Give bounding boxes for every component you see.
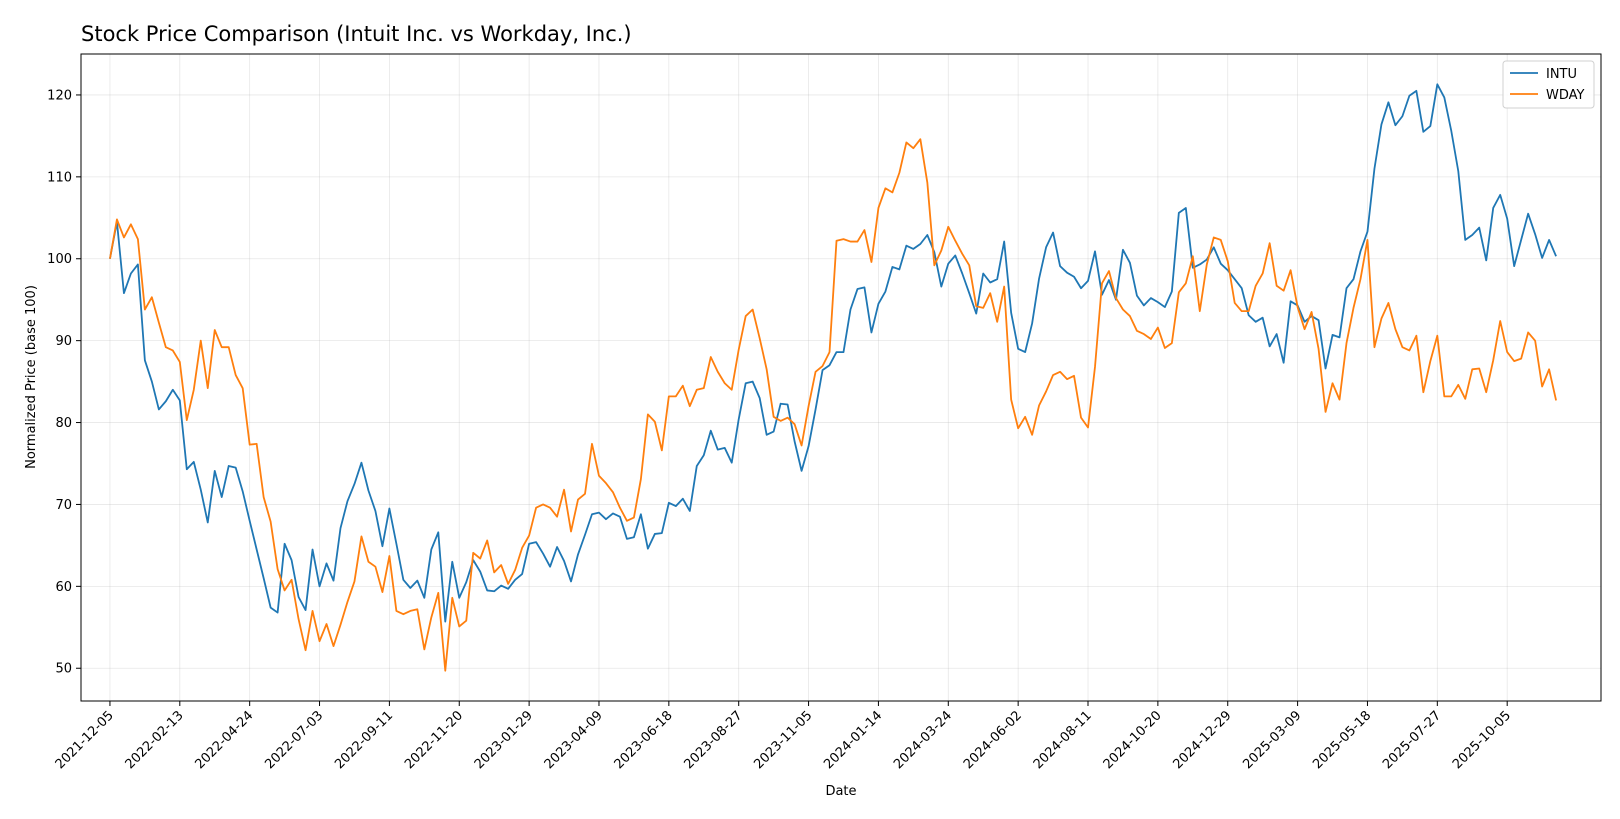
legend: INTU WDAY [1502, 60, 1595, 109]
series-line-intu [109, 83, 1557, 623]
y-tick-label: 110 [47, 170, 72, 185]
legend-label-intu: INTU [1546, 67, 1577, 82]
legend-label-wday: WDAY [1546, 88, 1585, 103]
y-tick-label: 60 [55, 580, 72, 595]
y-tick-label: 100 [47, 252, 72, 267]
y-tick-label: 80 [55, 416, 72, 431]
y-axis-label: Normalized Price (base 100) [24, 285, 39, 469]
plot-frame [80, 53, 1602, 702]
y-tick-label: 70 [55, 498, 72, 513]
series-line-wday [109, 138, 1557, 672]
y-axis: 50 60 70 80 90 100 110 120 [47, 88, 81, 677]
chart-title: Stock Price Comparison (Intuit Inc. vs W… [81, 22, 632, 46]
y-tick-label: 90 [55, 334, 72, 349]
y-tick-label: 50 [55, 662, 72, 677]
series-layer [109, 83, 1557, 672]
x-axis-label: Date [825, 784, 856, 799]
y-tick-label: 120 [47, 88, 72, 103]
